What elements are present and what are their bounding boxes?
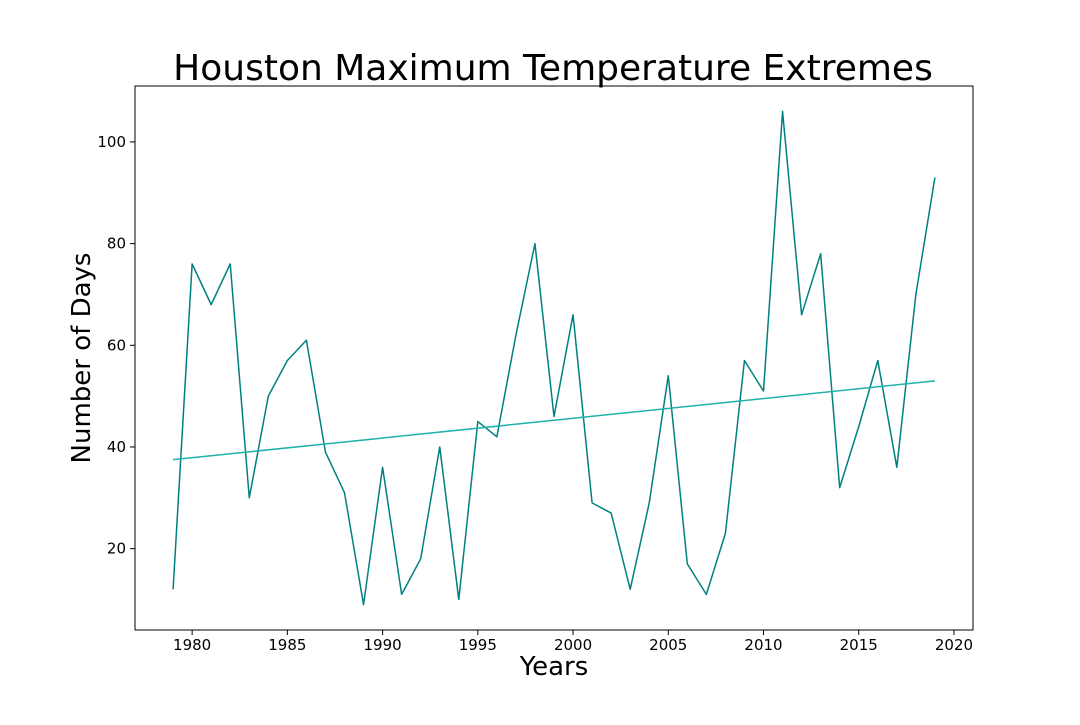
x-axis-ticks: 1980 1985 1990 1995 2000 2005 2010 2015 2020 xyxy=(173,630,973,654)
x-tick-label: 2005 xyxy=(649,636,687,654)
x-tick-label: 1990 xyxy=(363,636,401,654)
series-layer xyxy=(172,110,936,606)
x-tick-label: 2010 xyxy=(744,636,782,654)
x-axis-label: Years xyxy=(519,652,589,682)
chart-title: Houston Maximum Temperature Extremes xyxy=(173,48,933,89)
y-tick-label: 80 xyxy=(107,235,126,253)
y-tick-label: 40 xyxy=(107,438,126,456)
y-axis-ticks: 20 40 60 80 100 xyxy=(97,133,135,558)
x-tick-label: 2000 xyxy=(554,636,592,654)
x-tick-label: 1995 xyxy=(459,636,497,654)
y-tick-label: 100 xyxy=(97,133,126,151)
x-tick-label: 1985 xyxy=(268,636,306,654)
days-series-line xyxy=(172,110,936,606)
plot-area-frame xyxy=(134,85,974,631)
trend-line xyxy=(173,380,935,461)
y-tick-label: 60 xyxy=(107,336,126,354)
x-tick-label: 1980 xyxy=(173,636,211,654)
y-tick-label: 20 xyxy=(107,540,126,558)
x-tick-label: 2020 xyxy=(935,636,973,654)
x-tick-label: 2015 xyxy=(840,636,878,654)
y-axis-label: Number of Days xyxy=(67,253,97,464)
